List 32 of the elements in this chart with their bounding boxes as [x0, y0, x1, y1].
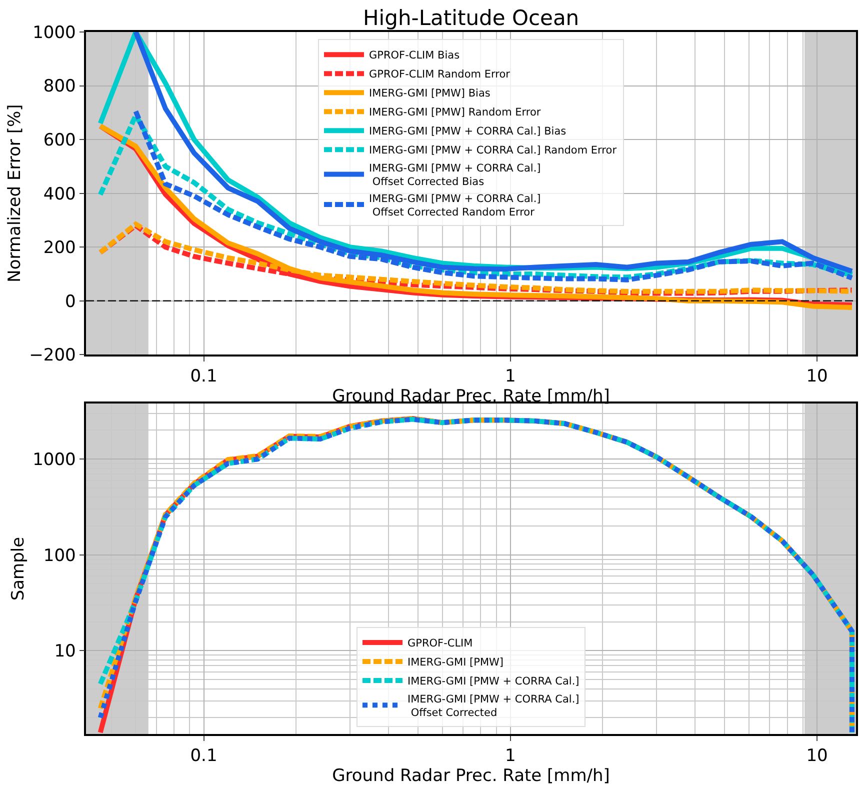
y-tick-label: 0 [65, 292, 76, 312]
x-tick-label: 0.1 [190, 746, 218, 766]
x-tick-label: 10 [806, 366, 828, 387]
legend-label: IMERG-GMI [PMW + CORRA Cal.] [408, 676, 580, 688]
x-axis-title: Ground Radar Prec. Rate [mm/h] [332, 766, 610, 786]
x-tick-label: 1 [504, 746, 516, 766]
legend-label: IMERG-GMI [PMW + CORRA Cal.] Offset Corrected [408, 693, 580, 720]
y-tick-label: 1000 [32, 22, 76, 43]
y-tick-label: 1000 [32, 450, 76, 470]
legend-label: GPROF-CLIM Random Error [369, 68, 511, 81]
legend-label: IMERG-GMI [PMW] Bias [369, 88, 490, 100]
x-tick-label: 1 [504, 366, 516, 387]
legend-label: GPROF-CLIM [408, 638, 473, 650]
y-tick-label: 10 [54, 642, 76, 662]
chart-title: High-Latitude Ocean [363, 6, 580, 30]
y-axis-title: Sample [8, 536, 29, 601]
legend-label: IMERG-GMI [PMW + CORRA Cal.] Offset Corrected Bias [369, 162, 541, 188]
x-tick-label: 10 [806, 746, 828, 766]
legend-label: GPROF-CLIM Bias [369, 50, 460, 62]
legend-label: IMERG-GMI [PMW] [408, 656, 504, 669]
legend-label: IMERG-GMI [PMW] Random Error [369, 106, 542, 119]
y-tick-label: 400 [43, 184, 76, 204]
y-tick-label: −200 [29, 346, 76, 366]
y-tick-label: 600 [43, 130, 76, 150]
legend-label: IMERG-GMI [PMW + CORRA Cal.] Bias [369, 126, 566, 138]
y-axis-title: Normalized Error [%] [5, 104, 26, 282]
y-tick-label: 800 [43, 76, 76, 97]
x-tick-label: 0.1 [190, 366, 218, 387]
legend-label: IMERG-GMI [PMW + CORRA Cal.] Random Error [369, 144, 618, 157]
legend-label: IMERG-GMI [PMW + CORRA Cal.] Offset Corrected Random Error [369, 192, 541, 218]
y-tick-label: 200 [43, 238, 76, 258]
y-tick-label: 100 [43, 546, 76, 566]
